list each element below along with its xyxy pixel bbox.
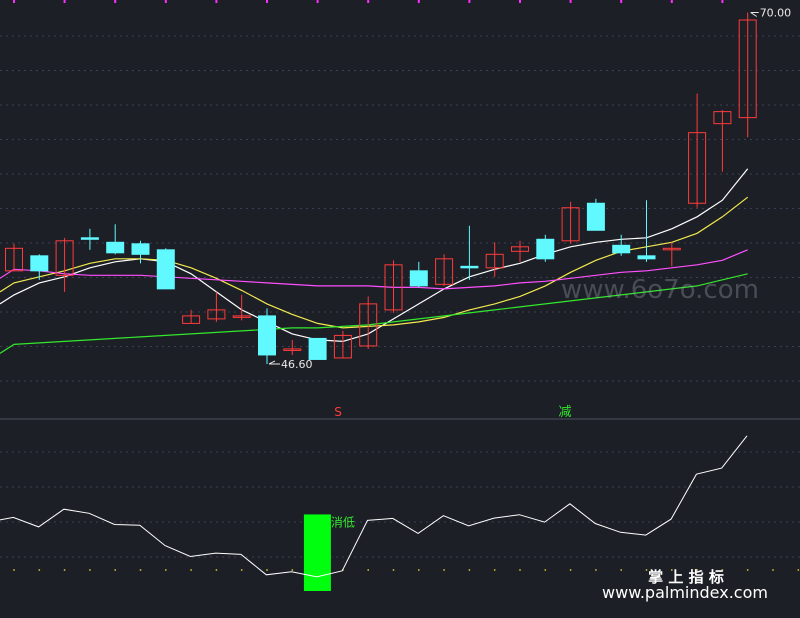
- candle-body: [485, 253, 504, 269]
- candle-body: [435, 258, 454, 285]
- candle-body: [232, 315, 251, 318]
- indicator-baseline-dot: [797, 569, 800, 571]
- candle-body: [713, 111, 732, 125]
- indicator-baseline-dot: [367, 569, 370, 571]
- indicator-baseline-dot: [569, 569, 572, 571]
- candle-body: [384, 264, 403, 311]
- indicator-baseline-dot: [114, 569, 117, 571]
- candle-body: [409, 270, 428, 287]
- indicator-baseline-dot: [443, 569, 445, 571]
- high-price-label: 70.00: [760, 7, 792, 20]
- indicator-baseline-dot: [164, 569, 167, 571]
- candle-body: [30, 255, 49, 272]
- chinese-watermark: 掌 上 指 标: [648, 568, 724, 586]
- indicator-baseline-dot: [721, 569, 724, 571]
- indicator-baseline-dot: [772, 569, 774, 571]
- candlesticks: [5, 12, 757, 364]
- ma-line: [0, 249, 748, 290]
- indicator-baseline-dot: [190, 569, 193, 571]
- url-watermark: www.palmindex.com: [602, 583, 768, 602]
- indicator-baseline-dot: [240, 569, 243, 571]
- indicator-baseline-dot: [468, 569, 471, 571]
- candle-body: [511, 246, 529, 252]
- ma-line: [0, 168, 749, 343]
- indicator-baseline-dot: [266, 569, 268, 571]
- candle-body: [156, 249, 175, 290]
- candle-body: [460, 265, 479, 269]
- signal-s-label: S: [334, 405, 342, 419]
- candle-body: [637, 255, 656, 260]
- indicator-baseline-dot: [544, 569, 547, 571]
- top-tick: [417, 0, 420, 3]
- candle-body: [55, 240, 74, 276]
- indicator-line: [0, 435, 748, 578]
- candle-body: [333, 334, 352, 359]
- indicator-baseline-dot: [63, 569, 66, 571]
- top-tick: [114, 0, 117, 3]
- top-tick: [164, 0, 167, 3]
- top-tick: [569, 0, 572, 3]
- high-price-pointer: [750, 12, 759, 17]
- indicator-baseline-dot: [38, 569, 41, 571]
- candle-body: [80, 237, 99, 240]
- top-tick: [63, 0, 66, 3]
- moving-average-lines: [0, 168, 749, 354]
- candle-body: [258, 315, 276, 356]
- indicator-bar: [303, 514, 331, 591]
- top-tick: [519, 0, 521, 3]
- top-tick: [266, 0, 268, 3]
- candle-body: [662, 247, 681, 251]
- indicator-panel: 消低: [0, 435, 748, 591]
- top-tick: [670, 0, 673, 3]
- indicator-baseline-dot: [645, 569, 648, 571]
- top-magenta-ticks: [13, 0, 724, 3]
- indicator-baseline-dot: [215, 569, 218, 571]
- indicator-baseline-dot: [89, 569, 91, 571]
- indicator-baseline-dot: [595, 569, 597, 571]
- candle-body: [283, 348, 302, 351]
- top-tick: [620, 0, 623, 3]
- indicator-baseline-dot: [493, 569, 496, 571]
- candle-body: [738, 19, 757, 119]
- candle-body: [586, 202, 605, 231]
- top-tick: [721, 0, 724, 3]
- top-tick: [367, 0, 370, 3]
- candle-body: [688, 132, 707, 204]
- candle-body: [5, 247, 23, 272]
- site-watermark: www.6o7o.com: [561, 275, 759, 305]
- indicator-baseline-dot: [696, 569, 698, 571]
- candle-body: [561, 207, 580, 242]
- indicator-baseline-dot: [417, 569, 420, 571]
- indicator-baseline-dot: [392, 569, 395, 571]
- candle-body: [106, 241, 125, 254]
- signal-jian-label: 减: [558, 405, 571, 420]
- price-annotations: 70.00 46.60 S 减: [268, 7, 792, 420]
- candle-body: [612, 244, 631, 254]
- indicator-baseline-dot: [139, 569, 142, 571]
- indicator-baseline-dot: [291, 569, 294, 571]
- indicator-baseline-dot: [13, 569, 15, 571]
- low-price-pointer: [268, 360, 280, 365]
- top-tick: [468, 0, 471, 3]
- candle-body: [536, 238, 555, 260]
- indicator-baseline-dot: [746, 569, 749, 571]
- candle-body: [182, 315, 201, 324]
- candle-body: [308, 337, 327, 360]
- indicator-bar-label: 消低: [331, 515, 355, 529]
- top-tick: [13, 0, 15, 3]
- indicator-baseline-dot: [519, 569, 521, 571]
- candle-body: [131, 243, 150, 255]
- top-tick: [215, 0, 218, 3]
- top-tick: [316, 0, 319, 3]
- low-price-label: 46.60: [281, 358, 313, 371]
- candle-body: [359, 303, 378, 347]
- candle-body: [207, 309, 226, 320]
- indicator-baseline-dot: [620, 569, 623, 571]
- indicator-baseline-dot: [670, 569, 673, 571]
